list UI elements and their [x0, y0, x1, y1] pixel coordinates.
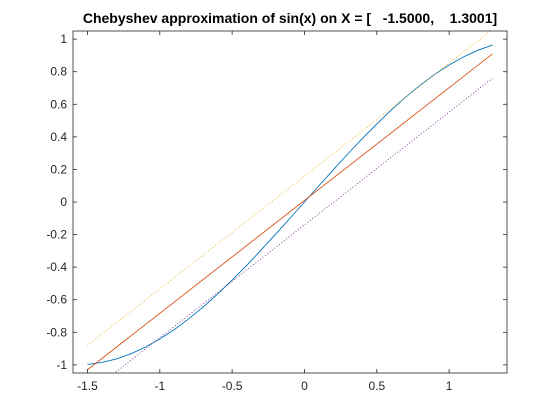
y-tick-label: -0.2 [46, 228, 67, 242]
ticks-layer: -1.5 -1 -0.5 0 0.5 1 -1 -0.8 -0.6 -0.4 -0.2 0 0.2 0.4… [46, 31, 507, 393]
x-tick-label: 0 [301, 379, 308, 393]
y-tick-label: -1 [56, 358, 67, 372]
y-tick-label: 0.2 [50, 162, 67, 176]
x-tick-label: -0.5 [222, 379, 243, 393]
y-tick-label: -0.6 [46, 293, 67, 307]
y-tick-label: -0.8 [46, 325, 67, 339]
y-tick-label: 0 [60, 195, 67, 209]
series-layer [87, 31, 493, 373]
series-line-1 [87, 44, 493, 365]
y-tick-label: -0.4 [46, 260, 67, 274]
y-tick-label: 0.8 [50, 65, 67, 79]
x-tick-label: -1.5 [77, 379, 98, 393]
axes-background [73, 31, 507, 373]
series-line-2 [87, 53, 493, 371]
axes-box [72, 30, 508, 374]
y-tick-label: 0.6 [50, 97, 67, 111]
y-tick-label: 1 [60, 32, 67, 46]
x-tick-label: -1 [154, 379, 165, 393]
x-tick-label: 1 [446, 379, 453, 393]
y-tick-label: 0.4 [50, 130, 67, 144]
chart-title: Chebyshev approximation of sin(x) on X =… [83, 10, 497, 26]
x-tick-label: 0.5 [368, 379, 385, 393]
